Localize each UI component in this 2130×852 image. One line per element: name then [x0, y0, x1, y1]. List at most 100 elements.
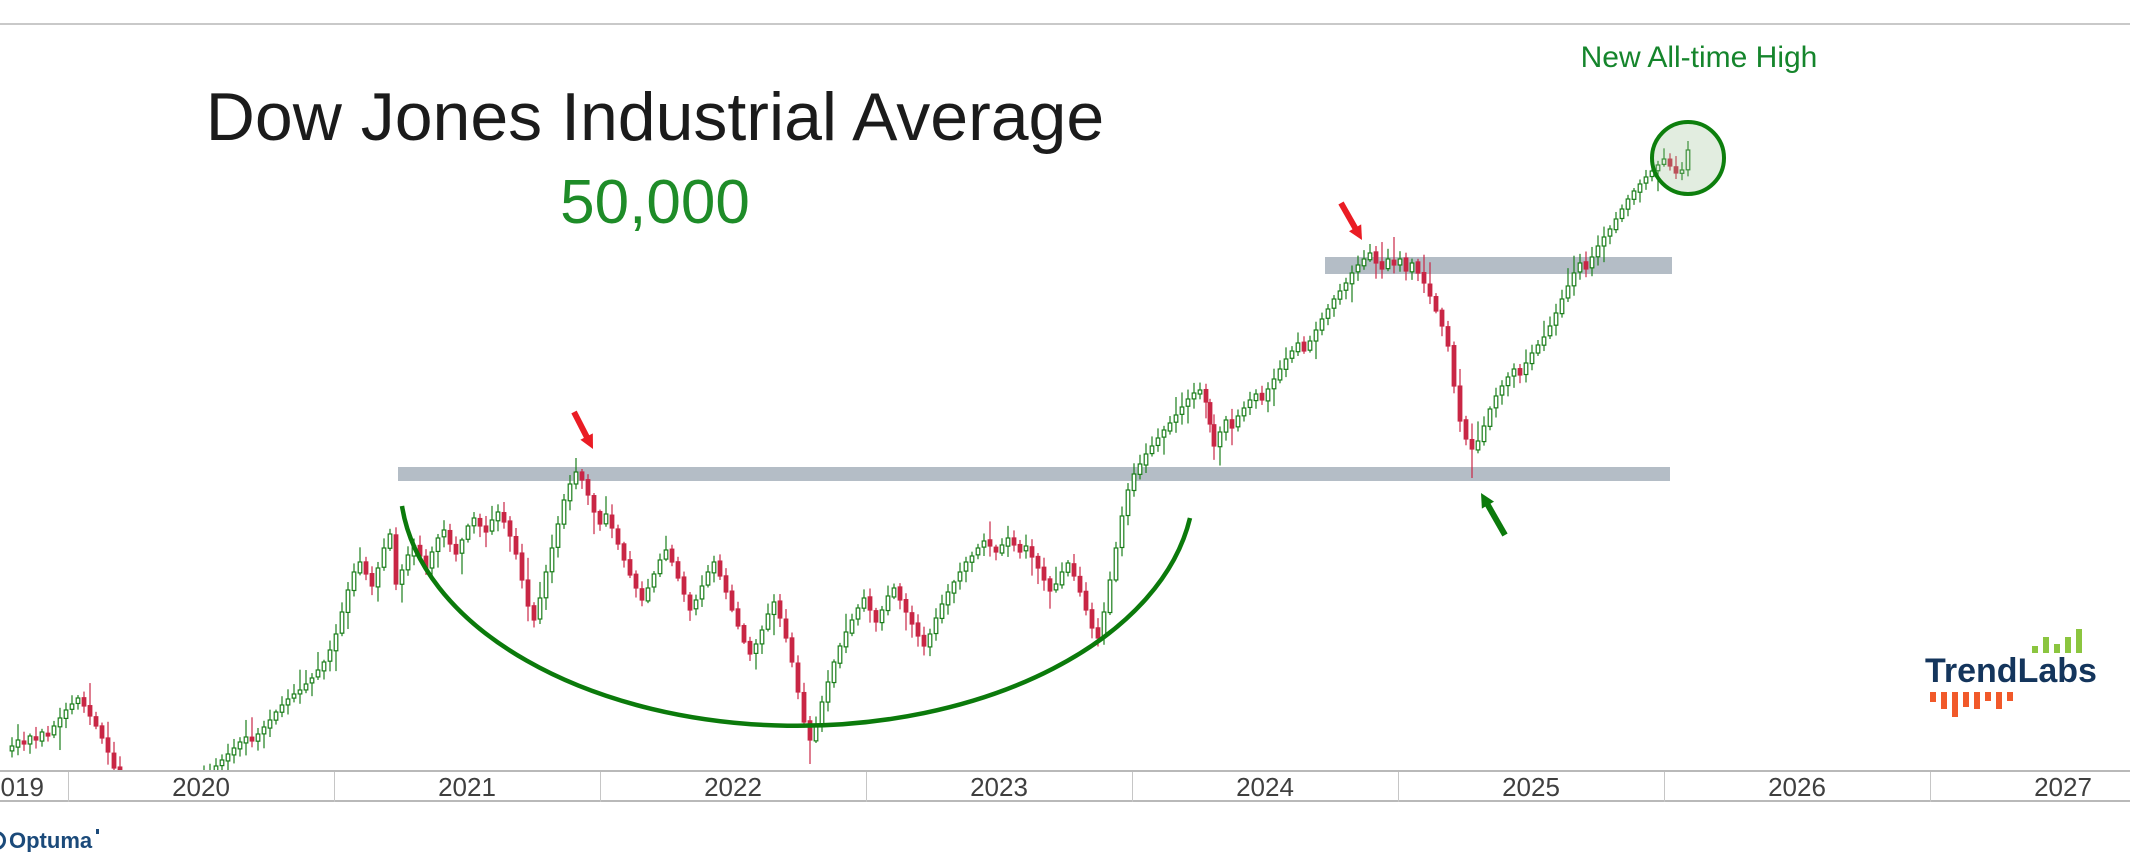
candle-up: [855, 607, 861, 620]
candle-down: [621, 543, 627, 561]
candle-up: [1125, 489, 1131, 517]
price-target-label: 50,000: [560, 168, 750, 237]
candle-up: [1355, 264, 1361, 273]
candle-down: [1095, 627, 1101, 639]
candle-down: [1415, 261, 1421, 274]
candle-up: [1223, 419, 1229, 433]
candle-down: [483, 525, 489, 533]
candle-up: [861, 597, 867, 609]
candle-up: [543, 571, 549, 599]
candle-down: [675, 561, 681, 579]
candle-up: [441, 529, 447, 538]
candle-up: [39, 731, 45, 742]
candle-up: [1023, 545, 1029, 552]
candle-down: [1469, 438, 1475, 450]
candle-up: [303, 683, 309, 691]
candle-up: [957, 571, 963, 582]
trendlabs-orange-bar: [1974, 692, 1980, 709]
candle-down: [1373, 251, 1379, 264]
candle-down: [1077, 575, 1083, 593]
candle-down: [1011, 537, 1017, 546]
candle-up: [1271, 378, 1277, 390]
candle-up: [837, 645, 843, 664]
candle-up: [1661, 158, 1667, 165]
candle-up: [471, 517, 477, 527]
new-ath-circle: [1650, 120, 1726, 196]
candle-up: [1685, 149, 1691, 171]
optuma-logo-text: Optuma: [9, 828, 93, 852]
candle-down: [393, 534, 399, 585]
candle-down: [1047, 578, 1053, 592]
candle-up: [1349, 272, 1355, 285]
candle-down: [105, 737, 111, 753]
candle-down: [453, 543, 459, 555]
candle-up: [1367, 252, 1373, 261]
candle-down: [1089, 609, 1095, 629]
candle-up: [1179, 406, 1185, 415]
candle-down: [789, 637, 795, 663]
candle-down: [1451, 345, 1457, 387]
candle-up: [1277, 368, 1283, 381]
candle-up: [1643, 176, 1649, 184]
candle-up: [1625, 198, 1631, 210]
candle-down: [867, 596, 873, 611]
candle-up: [345, 589, 351, 614]
candle-up: [549, 547, 555, 573]
candle-up: [1161, 429, 1167, 438]
candle-down: [615, 528, 621, 545]
candle-down: [525, 579, 531, 607]
candle-up: [939, 603, 945, 619]
trendlabs-logo-text: TrendLabs: [1925, 652, 2097, 690]
trendlabs-green-bar: [2076, 629, 2082, 653]
axis-year-tick: [600, 772, 601, 802]
candle-up: [753, 643, 759, 654]
candle-up: [495, 511, 501, 522]
axis-year-label: 2024: [1236, 772, 1294, 802]
candle-down: [777, 600, 783, 619]
candle-up: [1191, 392, 1197, 400]
candle-up: [981, 540, 987, 548]
candle-down: [99, 725, 105, 739]
candle-up: [645, 587, 651, 602]
candle-down: [477, 517, 483, 527]
candle-up: [1197, 389, 1203, 395]
candle-down: [33, 736, 39, 741]
candle-up: [1637, 183, 1643, 193]
candle-down: [1517, 368, 1523, 376]
candle-up: [1553, 312, 1559, 326]
candle-up: [1541, 336, 1547, 346]
candle-down: [993, 546, 999, 553]
candle-up: [1547, 325, 1553, 337]
candle-down: [1017, 543, 1023, 553]
candle-up: [273, 711, 279, 721]
axis-year-label: 2020: [172, 772, 230, 802]
candle-up: [1607, 228, 1613, 237]
candle-down: [21, 740, 27, 745]
trendlabs-logo: TrendLabs: [1925, 622, 2125, 717]
candle-up: [1235, 415, 1241, 428]
axis-year-tick: [68, 772, 69, 802]
candle-up: [849, 619, 855, 634]
candle-down: [807, 720, 813, 741]
candle-down: [921, 634, 927, 647]
candle-up: [57, 717, 63, 728]
candle-up: [1409, 262, 1415, 273]
candle-down: [687, 594, 693, 611]
candle-down: [795, 662, 801, 693]
trendlabs-orange-bar: [1996, 692, 2002, 709]
green-arrow-head: [1481, 493, 1495, 509]
candle-up: [573, 471, 579, 485]
candle-up: [705, 571, 711, 586]
candle-up: [1131, 473, 1137, 492]
title-block: Dow Jones Industrial Average 50,000: [150, 82, 1160, 236]
candle-up: [1107, 579, 1113, 614]
trendlabs-orange-bar: [1963, 692, 1969, 707]
axis-year-label: 2026: [1768, 772, 1826, 802]
candle-up: [1143, 453, 1149, 466]
footer-area: [0, 802, 2130, 852]
candle-up: [975, 547, 981, 556]
axis-year-tick: [1132, 772, 1133, 802]
candle-up: [813, 725, 819, 742]
candle-down: [111, 752, 117, 769]
